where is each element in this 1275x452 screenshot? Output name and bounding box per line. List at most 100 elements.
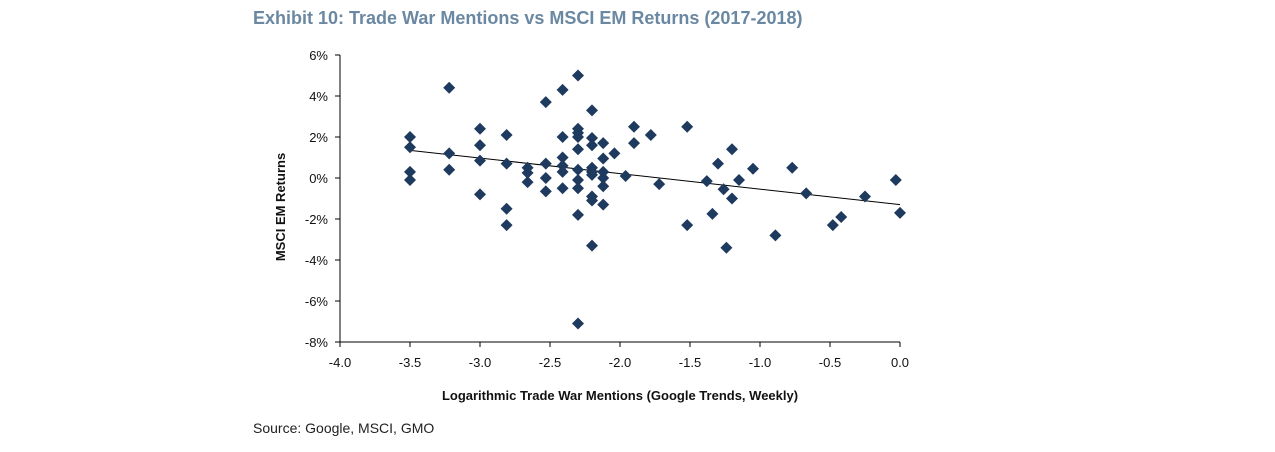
data-point bbox=[474, 154, 486, 167]
data-point bbox=[521, 166, 534, 179]
y-tick-label: -2% bbox=[305, 212, 329, 227]
data-point bbox=[539, 172, 552, 184]
data-point bbox=[706, 207, 719, 220]
data-point bbox=[835, 210, 848, 223]
data-point bbox=[474, 139, 486, 152]
y-axis-title: MSCI EM Returns bbox=[273, 153, 288, 261]
data-point bbox=[404, 174, 416, 187]
data-point bbox=[726, 143, 738, 156]
data-point bbox=[619, 169, 632, 182]
data-point bbox=[586, 194, 598, 207]
data-point bbox=[586, 139, 598, 152]
data-point bbox=[556, 151, 569, 164]
data-point bbox=[717, 183, 730, 196]
data-point bbox=[597, 152, 610, 165]
data-point bbox=[556, 165, 569, 178]
y-tick-label: -8% bbox=[305, 335, 329, 350]
chart-title: Exhibit 10: Trade War Mentions vs MSCI E… bbox=[253, 8, 803, 28]
data-point bbox=[474, 122, 486, 135]
x-tick-label: -3.0 bbox=[469, 355, 491, 370]
y-tick-label: -6% bbox=[305, 294, 329, 309]
data-point bbox=[628, 120, 640, 133]
data-point bbox=[572, 163, 584, 176]
data-point bbox=[500, 128, 513, 141]
data-point bbox=[800, 187, 813, 200]
data-point bbox=[443, 147, 456, 160]
data-point bbox=[681, 120, 694, 133]
data-point bbox=[572, 69, 584, 82]
data-point bbox=[597, 198, 610, 211]
data-point bbox=[572, 317, 584, 330]
data-point bbox=[712, 157, 724, 170]
data-point bbox=[521, 176, 534, 189]
data-point bbox=[572, 182, 584, 195]
x-axis-title: Logarithmic Trade War Mentions (Google T… bbox=[442, 388, 798, 403]
data-points bbox=[404, 69, 906, 330]
data-point bbox=[628, 137, 640, 150]
data-point bbox=[826, 219, 839, 232]
data-point bbox=[572, 131, 584, 143]
y-tick-label: -4% bbox=[305, 253, 329, 268]
data-point bbox=[889, 174, 902, 187]
data-point bbox=[443, 163, 456, 176]
data-point bbox=[786, 161, 799, 174]
data-point bbox=[556, 131, 569, 143]
axes bbox=[339, 55, 900, 343]
data-point bbox=[597, 137, 610, 150]
data-point bbox=[769, 229, 782, 242]
data-point bbox=[597, 165, 610, 178]
data-point bbox=[747, 162, 759, 175]
x-tick-label: -1.5 bbox=[679, 355, 701, 370]
data-point bbox=[586, 132, 598, 145]
data-point bbox=[443, 81, 456, 94]
data-point bbox=[500, 202, 513, 215]
data-point bbox=[894, 206, 906, 219]
data-point bbox=[726, 192, 738, 205]
data-point bbox=[700, 175, 713, 188]
x-tick-label: -1.0 bbox=[749, 355, 771, 370]
data-point bbox=[572, 208, 584, 221]
trendline-group bbox=[409, 149, 901, 206]
data-point bbox=[539, 157, 552, 170]
y-tick-label: 0% bbox=[309, 171, 328, 186]
data-point bbox=[539, 185, 552, 198]
data-point bbox=[572, 174, 584, 187]
data-point bbox=[859, 190, 871, 203]
data-point bbox=[572, 143, 584, 156]
data-point bbox=[644, 128, 657, 141]
x-ticks: -4.0 -3.5 -3.0 -2.5 -2.0 -1.5 -1.0 -0.5 0.0 bbox=[329, 342, 909, 370]
data-point bbox=[586, 104, 598, 117]
data-point bbox=[597, 172, 610, 184]
x-tick-label: -2.5 bbox=[539, 355, 561, 370]
data-point bbox=[404, 141, 416, 154]
data-point bbox=[681, 219, 694, 232]
x-tick-label: -3.5 bbox=[399, 355, 421, 370]
data-point bbox=[720, 241, 733, 254]
y-ticks: 6% 4% 2% 0% -2% -4% -6% -8% bbox=[305, 48, 340, 350]
source-note: Source: Google, MSCI, GMO bbox=[253, 420, 435, 436]
x-tick-label: -2.0 bbox=[609, 355, 631, 370]
data-point bbox=[500, 219, 513, 232]
data-point bbox=[586, 239, 598, 252]
data-point bbox=[556, 182, 569, 195]
data-point bbox=[539, 96, 552, 109]
data-point bbox=[474, 188, 486, 201]
x-tick-label: -4.0 bbox=[329, 355, 351, 370]
y-tick-label: 6% bbox=[309, 48, 328, 63]
y-tick-label: 4% bbox=[309, 89, 328, 104]
data-point bbox=[404, 165, 416, 178]
data-point bbox=[733, 174, 745, 187]
data-point bbox=[556, 83, 569, 96]
x-tick-label: 0.0 bbox=[891, 355, 909, 370]
data-point bbox=[597, 180, 610, 193]
data-point bbox=[500, 157, 513, 170]
data-point bbox=[404, 131, 416, 143]
y-tick-label: 2% bbox=[309, 130, 328, 145]
data-point bbox=[556, 159, 569, 172]
data-point bbox=[586, 168, 598, 181]
data-point bbox=[653, 178, 666, 191]
data-point bbox=[608, 147, 621, 160]
trendline bbox=[409, 149, 901, 206]
x-tick-label: -0.5 bbox=[819, 355, 841, 370]
